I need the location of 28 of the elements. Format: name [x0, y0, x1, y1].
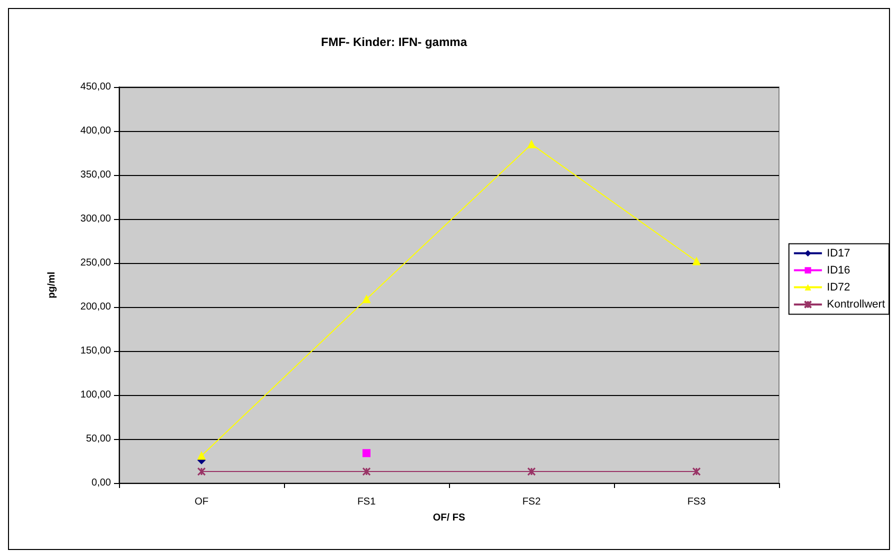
point	[692, 257, 700, 266]
legend-label: ID17	[826, 247, 850, 260]
y-tick-label: 450,00	[80, 82, 112, 92]
x-axis-title: OF/ FS	[432, 512, 466, 524]
legend-label: Kontrollwert	[826, 298, 885, 310]
y-tick-label: 150,00	[80, 346, 112, 356]
y-tick-label: 200,00	[80, 302, 112, 312]
x-tick-label: FS2	[522, 496, 542, 508]
x-tick-label: OF	[194, 496, 208, 508]
y-tick-label: 0,00	[92, 478, 112, 488]
point	[362, 467, 371, 476]
y-tick-label: 350,00	[80, 170, 112, 180]
y-axis-title: pg/ml	[46, 271, 58, 298]
legend-label: ID16	[826, 264, 850, 276]
y-tick-label: 50,00	[86, 434, 112, 444]
y-tick-label: 400,00	[80, 126, 112, 136]
point	[198, 452, 206, 460]
y-tick-label: 100,00	[80, 390, 112, 400]
point	[528, 140, 536, 148]
x-tick-label: FS3	[687, 496, 706, 508]
x-tick-label: FS1	[357, 496, 376, 508]
point	[527, 467, 536, 476]
y-tick-label: 250,00	[80, 258, 112, 268]
point	[362, 295, 370, 304]
legend-label: ID72	[826, 281, 850, 294]
y-tick-label: 300,00	[80, 214, 112, 224]
point	[362, 449, 370, 458]
chart-title: FMF- Kinder: IFN- gamma	[321, 35, 468, 49]
